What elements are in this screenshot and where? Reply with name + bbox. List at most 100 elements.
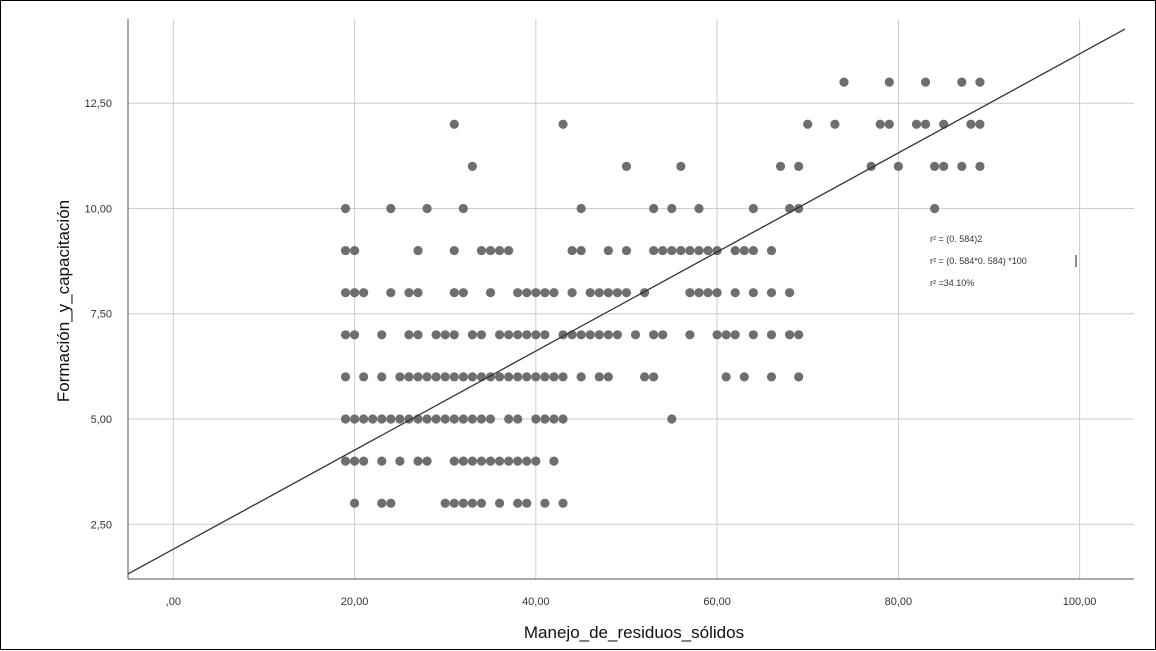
data-point xyxy=(975,77,985,87)
data-point xyxy=(558,498,568,508)
data-point xyxy=(340,203,351,214)
data-point xyxy=(540,330,550,340)
data-point xyxy=(494,245,505,256)
data-point xyxy=(676,245,686,256)
data-point xyxy=(340,245,351,256)
x-tick-label: ,00 xyxy=(166,596,181,608)
data-point xyxy=(377,414,387,424)
data-point xyxy=(549,456,559,466)
data-point xyxy=(422,372,432,382)
data-point xyxy=(703,288,713,298)
data-point xyxy=(349,456,360,466)
data-point xyxy=(494,330,505,340)
data-point xyxy=(359,288,369,298)
data-point xyxy=(576,245,586,256)
data-point xyxy=(549,414,559,424)
data-point xyxy=(377,372,387,382)
data-point xyxy=(531,456,541,466)
data-point xyxy=(386,288,396,298)
data-point xyxy=(531,330,541,340)
data-point xyxy=(558,414,568,424)
data-point xyxy=(794,330,804,340)
data-point xyxy=(476,330,487,340)
data-point xyxy=(368,414,378,424)
data-point xyxy=(694,245,704,256)
data-point xyxy=(494,498,505,508)
data-point xyxy=(386,414,396,424)
data-point xyxy=(893,161,903,171)
data-point xyxy=(748,203,758,214)
data-point xyxy=(504,330,514,340)
data-point xyxy=(513,288,523,298)
data-point xyxy=(377,498,387,508)
data-point xyxy=(667,203,677,214)
x-tick-label: 80,00 xyxy=(885,596,913,608)
data-point xyxy=(658,245,668,256)
data-point xyxy=(359,456,369,466)
data-point xyxy=(513,414,523,424)
data-point xyxy=(485,288,496,298)
fit-line xyxy=(127,28,1126,575)
data-point xyxy=(621,288,632,298)
data-point xyxy=(667,414,677,424)
data-point xyxy=(422,456,432,466)
data-point xyxy=(957,77,967,87)
data-point xyxy=(513,456,523,466)
x-tick-label: 20,00 xyxy=(341,596,369,608)
data-point xyxy=(730,245,740,256)
data-point xyxy=(911,119,922,129)
data-point xyxy=(531,372,541,382)
annotation-line: r² = (0. 584*0. 584) *100 xyxy=(930,256,1027,266)
data-point xyxy=(766,372,777,382)
data-point xyxy=(794,372,804,382)
data-point xyxy=(467,161,477,171)
x-tick-label: 100,00 xyxy=(1063,596,1097,608)
data-point xyxy=(467,372,477,382)
data-point xyxy=(603,288,613,298)
data-point xyxy=(585,288,595,298)
data-point xyxy=(504,456,514,466)
data-point xyxy=(567,288,577,298)
data-point xyxy=(930,161,940,171)
data-point xyxy=(413,372,423,382)
data-point xyxy=(449,456,459,466)
data-point xyxy=(476,414,487,424)
data-point xyxy=(395,372,405,382)
data-point xyxy=(458,414,468,424)
data-point xyxy=(576,330,586,340)
data-point xyxy=(449,498,459,508)
data-point xyxy=(694,288,704,298)
data-point xyxy=(712,288,722,298)
data-point xyxy=(467,456,477,466)
data-point xyxy=(413,245,423,256)
data-point xyxy=(785,288,795,298)
y-tick-label: 12,50 xyxy=(84,98,112,110)
data-point xyxy=(839,77,849,87)
data-point xyxy=(494,372,505,382)
data-point xyxy=(531,414,541,424)
data-point xyxy=(748,288,758,298)
data-point xyxy=(504,414,514,424)
data-point xyxy=(522,372,532,382)
data-point xyxy=(413,456,423,466)
data-point xyxy=(513,330,523,340)
data-point xyxy=(422,203,432,214)
data-point xyxy=(395,456,405,466)
data-point xyxy=(794,161,804,171)
data-point xyxy=(340,372,351,382)
data-point xyxy=(540,372,550,382)
data-point xyxy=(531,288,541,298)
data-point xyxy=(467,498,477,508)
data-point xyxy=(485,456,496,466)
data-point xyxy=(513,498,523,508)
y-axis-title: Formación_y_capacitación xyxy=(54,200,73,402)
data-point xyxy=(349,245,360,256)
data-point xyxy=(467,414,477,424)
data-point xyxy=(667,245,677,256)
data-point xyxy=(522,330,532,340)
data-point xyxy=(377,330,387,340)
data-point xyxy=(340,456,351,466)
data-point xyxy=(585,330,595,340)
